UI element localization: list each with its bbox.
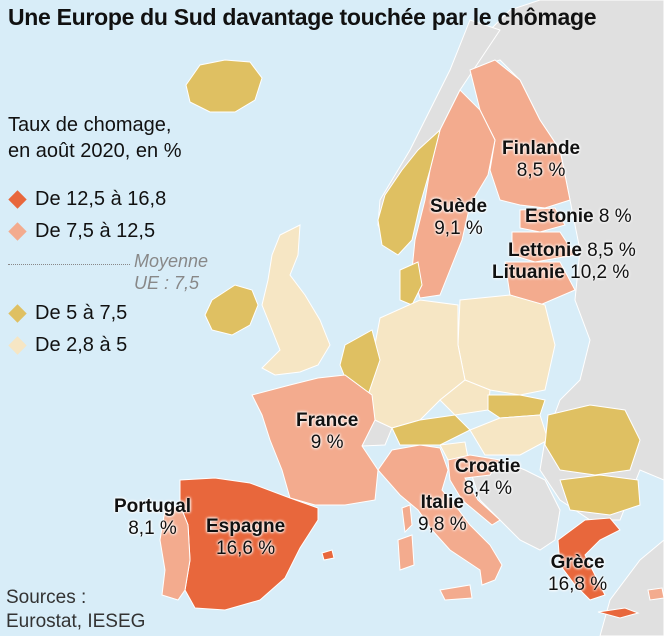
label-grece-value: 16,8 % (548, 574, 608, 595)
iceland (185, 59, 263, 113)
label-lituanie: Lituanie 10,2 % (492, 262, 629, 284)
legend-swatch-mid-low-icon (8, 304, 27, 323)
label-portugal-name: Portugal (114, 496, 192, 517)
legend-label-high: De 12,5 à 16,8 (35, 188, 167, 210)
label-lettonie-value: 8,5 % (587, 240, 636, 261)
legend-title-line2: en août 2020, en % (8, 140, 182, 162)
estonia-shape (519, 207, 566, 233)
average-label: Moyenne UE : 7,5 (134, 250, 208, 294)
greece-shape (557, 517, 621, 601)
label-estonie-value: 8 % (598, 206, 632, 227)
legend-label-mid-high: De 7,5 à 12,5 (35, 220, 156, 242)
uk (261, 224, 331, 376)
portugal-shape (159, 504, 191, 601)
sweden-shape (411, 89, 496, 299)
label-portugal-value: 8,1 % (128, 518, 177, 539)
france-shape (251, 374, 379, 506)
poland (457, 294, 556, 396)
sources-line2: Eurostat, IESEG (6, 611, 146, 632)
sources-line1: Sources : (6, 587, 87, 608)
italy-shape (377, 444, 503, 586)
label-croatie-name: Croatie (455, 456, 521, 477)
legend-item-mid-low: De 5 à 7,5 (8, 302, 127, 325)
latvia-shape (511, 231, 576, 263)
average-divider (8, 264, 130, 265)
label-lettonie: Lettonie 8,5 % (508, 240, 636, 262)
legend-label-mid-low: De 5 à 7,5 (35, 302, 128, 324)
label-finlande: Finlande 8,5 % (502, 138, 580, 182)
label-suede-value: 9,1 % (434, 218, 483, 239)
label-france: France 9 % (296, 410, 358, 454)
map-title: Une Europe du Sud davantage touchée par … (8, 4, 597, 30)
legend-item-high: De 12,5 à 16,8 (8, 188, 166, 211)
label-lituanie-name: Lituanie (492, 262, 565, 283)
average-label-line2: UE : 7,5 (134, 273, 200, 293)
label-france-name: France (296, 410, 359, 431)
croatia-shape (447, 454, 501, 526)
label-espagne-value: 16,6 % (216, 538, 276, 559)
corsica (401, 504, 413, 534)
legend-swatch-high-icon (8, 190, 27, 209)
label-finlande-value: 8,5 % (516, 160, 566, 181)
label-italie-value: 9,8 % (418, 514, 467, 535)
balearic (321, 549, 335, 561)
legend-title-line1: Taux de chomage, (8, 114, 172, 136)
label-finlande-name: Finlande (502, 138, 581, 159)
ireland (204, 284, 259, 336)
label-croatie: Croatie 8,4 % (455, 456, 520, 500)
sardinia (397, 534, 415, 571)
label-estonie: Estonie 8 % (525, 206, 632, 228)
legend-label-low: De 2,8 à 5 (35, 334, 128, 356)
legend-item-mid-high: De 7,5 à 12,5 (8, 220, 155, 243)
label-estonie-name: Estonie (525, 206, 594, 227)
denmark (399, 261, 423, 306)
label-italie: Italie 9,8 % (418, 492, 467, 536)
label-france-value: 9 % (310, 432, 344, 453)
legend-swatch-low-icon (8, 336, 27, 355)
lithuania-shape (504, 261, 576, 306)
label-suede: Suède 9,1 % (430, 196, 487, 240)
label-lituanie-value: 10,2 % (570, 262, 630, 283)
average-label-line1: Moyenne (134, 251, 209, 271)
label-grece-name: Grèce (550, 552, 605, 573)
legend-swatch-mid-high-icon (8, 222, 27, 241)
crete (597, 607, 640, 619)
sicily (439, 584, 473, 601)
label-espagne-name: Espagne (206, 516, 286, 537)
legend-item-low: De 2,8 à 5 (8, 334, 127, 357)
romania (544, 404, 641, 476)
label-lettonie-name: Lettonie (508, 240, 582, 261)
hungary (469, 414, 549, 456)
label-portugal: Portugal 8,1 % (114, 496, 191, 540)
label-suede-name: Suède (430, 196, 488, 217)
norway-gold (377, 128, 441, 256)
legend-title: Taux de chomage, en août 2020, en % (8, 112, 181, 164)
sources: Sources : Eurostat, IESEG (6, 586, 145, 634)
bulgaria (559, 474, 641, 516)
label-grece: Grèce 16,8 % (548, 552, 607, 596)
label-croatie-value: 8,4 % (463, 478, 513, 499)
slovakia (487, 394, 546, 419)
label-italie-name: Italie (420, 492, 464, 513)
cyprus (647, 587, 664, 601)
label-espagne: Espagne 16,6 % (206, 516, 285, 560)
